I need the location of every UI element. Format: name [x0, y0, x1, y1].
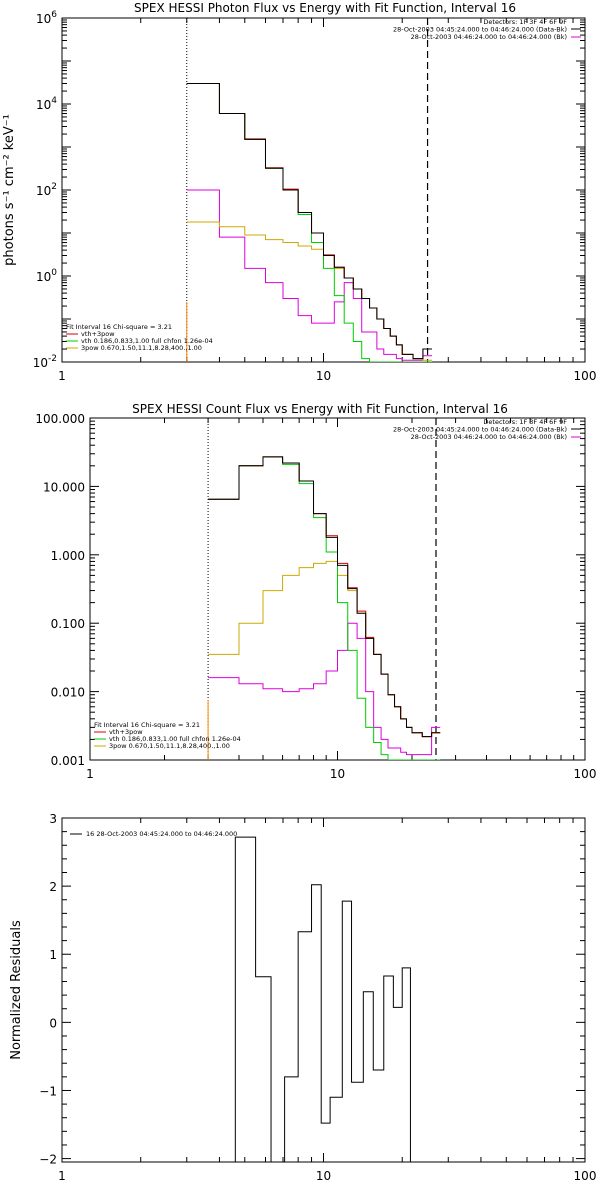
count-header-line: Detectors: 1F 3F 4F 6F 9F: [483, 418, 567, 426]
photon-series-3pow: [186, 221, 433, 361]
residuals-xtick-label: 1: [58, 1169, 66, 1183]
photon-ytick-label: 106: [36, 10, 57, 26]
count-legend-label: vth 0.186,0.833,1.00 full chfon 1.26e-04: [109, 735, 241, 743]
residuals-xtick-label: 10: [316, 1169, 331, 1183]
photon-flux-panel: SPEX HESSI Photon Flux vs Energy with Fi…: [2, 1, 596, 383]
count-ytick-label: 10.000: [43, 480, 85, 494]
photon-header-line: Detectors: 1F 3F 4F 6F 9F: [483, 18, 567, 26]
count-xtick-label: 1: [86, 767, 94, 781]
count-ytick-label: 100.000: [35, 412, 85, 426]
residuals-xtick-label: 100: [574, 1169, 597, 1183]
residuals-ytick-label: 1: [49, 948, 57, 962]
residuals-ytick-label: 2: [49, 880, 57, 894]
photon-series-bk: [186, 189, 433, 361]
residuals-ytick-label: 0: [49, 1016, 57, 1030]
residuals-step-line: [186, 836, 411, 1162]
count-series-group: [208, 456, 441, 760]
photon-plot-frame: [61, 17, 586, 363]
count-legend-label: vth+3pow: [109, 728, 143, 736]
count-xtick-label: 100: [574, 767, 597, 781]
residuals-plot-frame: [61, 817, 586, 1163]
photon-series-data-bk: [186, 82, 433, 360]
count-series-vth: [208, 456, 441, 760]
photon-ylabel: photons s⁻¹ cm⁻² keV⁻¹: [2, 114, 17, 266]
count-series-3pow: [208, 560, 441, 738]
photon-legend-label: 3pow 0.670,1.50,11.1,8.28,400.,1.00: [81, 344, 202, 352]
residuals-ytick-label: 3: [49, 812, 57, 826]
photon-ytick-label: 10-2: [33, 354, 57, 370]
photon-header-line: 28-Oct-2003 04:45:24.000 to 04:46:24.000…: [393, 26, 567, 34]
count-header-line: 28-Oct-2003 04:46:24.000 to 04:46:24.000…: [411, 433, 567, 441]
count-series-vth-3pow: [208, 456, 441, 738]
photon-legend-label: vth 0.186,0.833,1.00 full chfon 1.26e-04: [81, 337, 213, 345]
photon-ytick-label: 104: [36, 96, 57, 112]
count-flux-title: SPEX HESSI Count Flux vs Energy with Fit…: [132, 402, 508, 416]
residuals-legend-label: 16 28-Oct-2003 04:45:24.000 to 04:46:24.…: [86, 830, 237, 838]
count-ytick-label: 0.010: [51, 686, 85, 700]
residuals-ytick-label: −2: [39, 1153, 57, 1167]
count-ytick-label: 0.001: [51, 754, 85, 768]
photon-xtick-label: 10: [316, 369, 331, 383]
photon-xtick-label: 100: [574, 369, 597, 383]
photon-fit-info: Fit Interval 16 Chi-square = 3.21: [66, 323, 172, 331]
photon-ytick-label: 102: [36, 182, 57, 198]
photon-series-vth: [186, 82, 433, 362]
residuals-ytick-label: −1: [39, 1084, 57, 1098]
count-ytick-label: 0.100: [51, 617, 85, 631]
count-legend-label: 3pow 0.670,1.50,11.1,8.28,400.,1.00: [109, 742, 230, 750]
photon-flux-title: SPEX HESSI Photon Flux vs Energy with Fi…: [134, 1, 516, 15]
residuals-ylabel: Normalized Residuals: [9, 920, 24, 1060]
photon-legend-label: vth+3pow: [81, 330, 115, 338]
count-fit-info: Fit Interval 16 Chi-square = 3.21: [94, 721, 200, 729]
count-ytick-label: 1.000: [51, 549, 85, 563]
residuals-series-group: [186, 836, 411, 1162]
count-flux-panel: SPEX HESSI Count Flux vs Energy with Fit…: [35, 402, 596, 781]
count-series-bk: [208, 622, 441, 756]
photon-series-group: [186, 82, 433, 362]
photon-header-line: 28-Oct-2003 04:46:24.000 to 04:46:24.000…: [411, 33, 567, 41]
count-xtick-label: 10: [330, 767, 345, 781]
photon-xtick-label: 1: [58, 369, 66, 383]
photon-series-vth-3pow: [186, 82, 433, 360]
count-series-data-bk: [208, 456, 441, 738]
photon-ytick-label: 100: [36, 268, 57, 284]
count-header-line: 28-Oct-2003 04:45:24.000 to 04:46:24.000…: [393, 426, 567, 434]
